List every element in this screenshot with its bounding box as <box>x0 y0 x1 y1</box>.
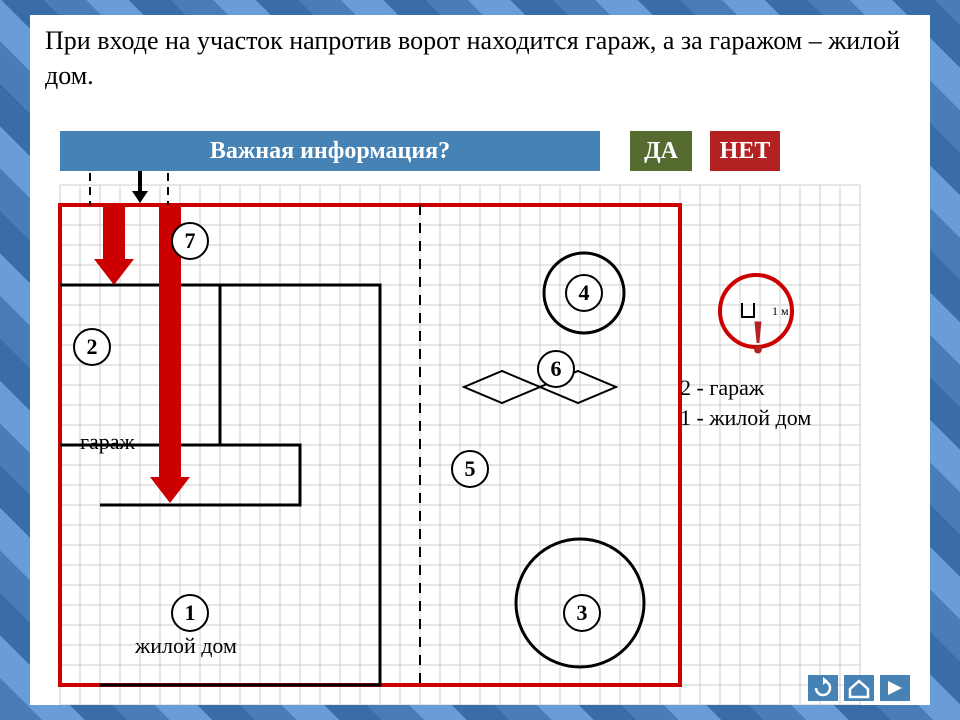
prompt-text: При входе на участок напротив ворот нахо… <box>45 23 915 93</box>
question-label: Важная информация? <box>60 131 600 171</box>
svg-text:5: 5 <box>465 456 476 481</box>
content-panel: 1 2 7 4 5 6 3 1 м При входе на участок напротив… <box>30 15 930 705</box>
svg-text:2: 2 <box>87 334 98 359</box>
svg-text:3: 3 <box>577 600 588 625</box>
next-button[interactable] <box>880 675 910 701</box>
home-button[interactable] <box>844 675 874 701</box>
legend-text: 2 - гараж 1 - жилой дом <box>680 373 811 432</box>
svg-text:7: 7 <box>185 228 196 253</box>
plot-diagram: 1 2 7 4 5 6 3 1 м <box>30 15 930 705</box>
yes-button[interactable]: ДА <box>630 131 692 171</box>
svg-text:6: 6 <box>551 356 562 381</box>
svg-text:4: 4 <box>579 280 590 305</box>
reset-button[interactable] <box>808 675 838 701</box>
exclaim-icon: ! <box>750 310 766 365</box>
svg-text:1 м: 1 м <box>772 304 789 318</box>
house-label: жилой дом <box>135 633 237 659</box>
svg-text:1: 1 <box>185 600 196 625</box>
legend-line-1: 2 - гараж <box>680 373 811 403</box>
garage-label: гараж <box>80 429 135 455</box>
no-button[interactable]: НЕТ <box>710 131 780 171</box>
legend-line-2: 1 - жилой дом <box>680 403 811 433</box>
